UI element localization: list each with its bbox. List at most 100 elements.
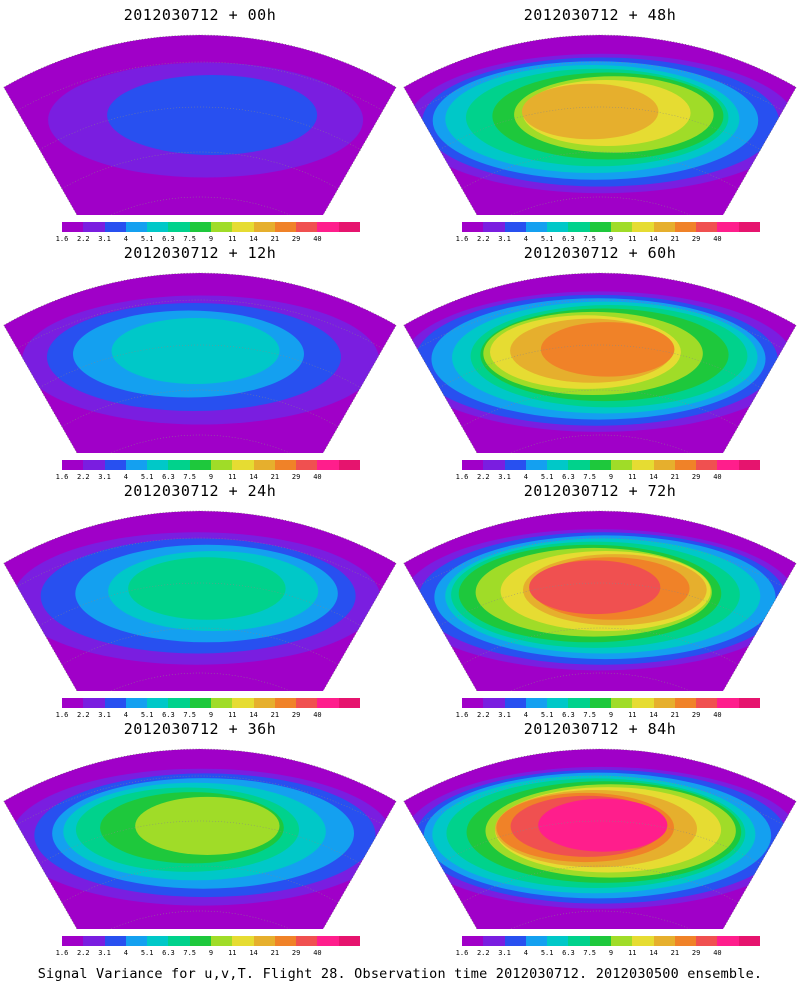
colorbar-swatch: [610, 698, 633, 708]
colorbar-swatch: [274, 698, 297, 708]
colorbar-swatch: [696, 698, 718, 708]
colorbar-swatch: [62, 222, 84, 232]
colorbar-swatch: [674, 936, 697, 946]
colorbar-tick-label: 1.6: [55, 949, 69, 957]
colorbar-tick-label: 14: [249, 711, 258, 719]
colorbar-tick-label: 2.2: [76, 949, 90, 957]
colorbar: [62, 460, 360, 470]
colorbar-swatch: [632, 460, 654, 470]
panel-title: 2012030712 + 72h: [523, 482, 677, 500]
colorbar-tick-label: 14: [649, 473, 658, 481]
colorbar-tick-label: 2.2: [476, 473, 490, 481]
colorbar-tick-label: 11: [628, 711, 637, 719]
colorbar-swatch: [525, 936, 548, 946]
colorbar-swatch: [589, 222, 611, 232]
colorbar-swatch: [653, 460, 675, 470]
colorbar-swatch: [674, 222, 697, 232]
colorbar-swatch: [717, 222, 739, 232]
colorbar-swatch: [317, 222, 339, 232]
colorbar-swatch: [296, 460, 318, 470]
variance-map: [403, 272, 797, 453]
colorbar-swatch: [696, 936, 718, 946]
colorbar-swatch: [338, 460, 360, 470]
colorbar-swatch: [253, 460, 275, 470]
map-panel: 2012030712 + 36h 1.6 2.2 3.1 4 5.1 6.3 7.5 9 11 14…: [0, 714, 400, 959]
colorbar-tick-label: 4: [523, 473, 528, 481]
colorbar-swatch: [525, 698, 548, 708]
colorbar-tick-label: 5.1: [540, 949, 554, 957]
colorbar-tick-label: 3.1: [498, 711, 511, 719]
colorbar-tick-label: 21: [270, 711, 280, 719]
colorbar-swatch: [189, 936, 211, 946]
colorbar-swatch: [253, 222, 275, 232]
colorbar-swatch: [83, 460, 105, 470]
map-panel: 2012030712 + 72h 1.6 2.2 3.1 4 5.1 6.3 7.5 9 11 14…: [400, 476, 800, 721]
colorbar-tick-label: 9: [608, 235, 614, 243]
colorbar-swatch: [547, 222, 569, 232]
colorbar-swatch: [83, 698, 105, 708]
colorbar-swatch: [632, 222, 654, 232]
colorbar-tick-label: 3.1: [98, 711, 111, 719]
colorbar-tick-label: 11: [228, 949, 237, 957]
colorbar-tick-label: 6.3: [162, 949, 175, 957]
colorbar: [462, 460, 760, 470]
colorbar-swatch: [738, 698, 760, 708]
colorbar-swatch: [653, 698, 675, 708]
colorbar-tick-label: 11: [228, 711, 237, 719]
colorbar-swatch: [147, 222, 169, 232]
colorbar-swatch: [147, 936, 169, 946]
colorbar-tick-label: 6.3: [162, 711, 175, 719]
colorbar-tick-label: 2.2: [76, 235, 90, 243]
colorbar-tick-label: 14: [649, 711, 658, 719]
colorbar-tick-label: 6.3: [562, 473, 575, 481]
colorbar-tick-label: 4: [123, 473, 128, 481]
colorbar-tick-label: 40: [313, 473, 322, 481]
colorbar-tick-label: 2.2: [476, 711, 490, 719]
colorbar-tick-label: 2.2: [76, 473, 90, 481]
colorbar-swatch: [504, 222, 526, 232]
colorbar-swatch: [483, 222, 505, 232]
colorbar-swatch: [483, 460, 505, 470]
colorbar-tick-label: 7.5: [583, 473, 597, 481]
colorbar-tick-label: 21: [670, 235, 680, 243]
colorbar-swatch: [189, 222, 211, 232]
colorbar-tick-label: 5.1: [140, 235, 154, 243]
colorbar-tick-label: 7.5: [183, 711, 197, 719]
colorbar-tick-label: 7.5: [583, 711, 597, 719]
colorbar-tick-label: 4: [523, 711, 528, 719]
colorbar-tick-label: 21: [670, 949, 680, 957]
colorbar-swatch: [632, 936, 654, 946]
colorbar-swatch: [168, 936, 190, 946]
colorbar-tick-label: 9: [208, 235, 214, 243]
colorbar-swatch: [547, 460, 569, 470]
colorbar-tick-label: 4: [123, 949, 128, 957]
colorbar-swatch: [504, 698, 526, 708]
colorbar-tick-label: 40: [713, 949, 722, 957]
colorbar-labels: 1.6 2.2 3.1 4 5.1 6.3 7.5 9 11 14 21 29 40: [52, 949, 370, 959]
colorbar-labels: 1.6 2.2 3.1 4 5.1 6.3 7.5 9 11 14 21 29 40: [452, 949, 770, 959]
panel-title: 2012030712 + 48h: [523, 6, 677, 24]
colorbar-swatch: [547, 936, 569, 946]
colorbar-swatch: [296, 936, 318, 946]
colorbar-swatch: [104, 698, 126, 708]
colorbar-swatch: [83, 222, 105, 232]
colorbar-tick-label: 9: [608, 473, 614, 481]
map-panel: 2012030712 + 00h 1.6 2.2 3.1 4 5.1 6.3 7.5 9 11 14…: [0, 0, 400, 245]
colorbar-tick-label: 4: [123, 711, 128, 719]
colorbar-swatch: [568, 698, 590, 708]
colorbar-tick-label: 14: [249, 949, 258, 957]
colorbar-tick-label: 11: [228, 235, 237, 243]
colorbar-swatch: [232, 222, 254, 232]
colorbar-swatch: [504, 936, 526, 946]
colorbar-tick-label: 21: [270, 235, 280, 243]
colorbar-tick-label: 29: [291, 473, 301, 481]
variance-map: [403, 34, 797, 215]
map-panel: 2012030712 + 12h 1.6 2.2 3.1 4 5.1 6.3 7.5 9 11 14…: [0, 238, 400, 483]
map-panel: 2012030712 + 48h 1.6 2.2 3.1 4 5.1 6.3 7.5 9 11 14…: [400, 0, 800, 245]
colorbar-swatch: [147, 460, 169, 470]
colorbar-swatch: [462, 936, 484, 946]
colorbar-swatch: [168, 460, 190, 470]
colorbar-swatch: [296, 222, 318, 232]
colorbar-swatch: [104, 460, 126, 470]
colorbar-tick-label: 11: [628, 235, 637, 243]
